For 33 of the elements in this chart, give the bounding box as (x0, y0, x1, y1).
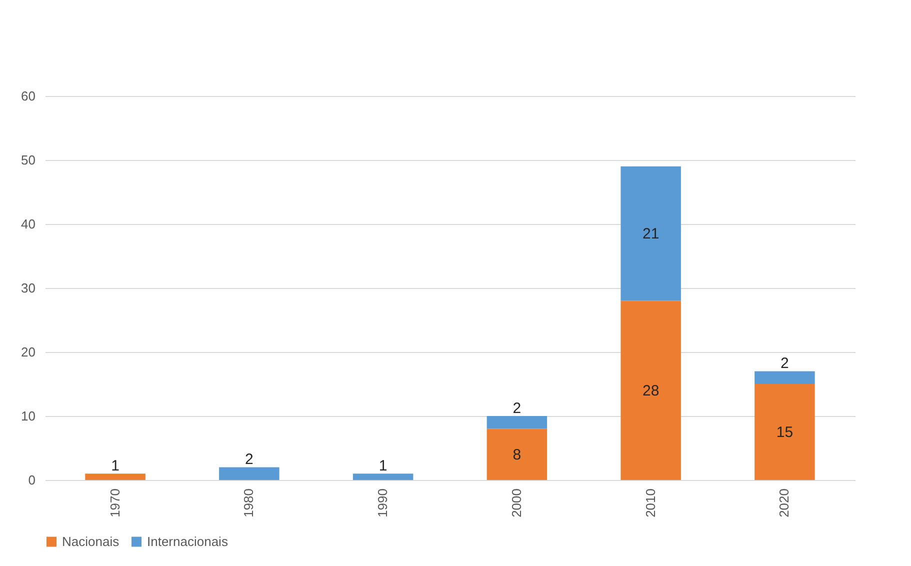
x-tick-label: 1970 (107, 488, 122, 518)
y-tick-label: 0 (28, 472, 36, 488)
bar (754, 384, 815, 480)
data-label: 21 (642, 226, 660, 243)
x-tick-label: 1980 (241, 488, 256, 518)
bar (620, 166, 681, 301)
bar (352, 474, 414, 480)
data-label: 2 (512, 400, 522, 417)
bar (486, 428, 548, 480)
y-tick-label: 20 (21, 344, 36, 360)
x-tick-label: 2000 (508, 488, 524, 518)
legend-label: Nacionais (62, 534, 120, 549)
x-tick-label: 2020 (776, 488, 792, 518)
bar (754, 371, 815, 384)
y-tick-label: 30 (21, 280, 36, 296)
y-tick-label: 60 (21, 88, 36, 104)
x-tick-label: 2010 (642, 488, 658, 518)
bar (486, 416, 548, 429)
bar (219, 467, 280, 480)
data-label: 1 (111, 458, 120, 475)
x-tick-label: 1990 (375, 488, 390, 518)
legend-label: Internacionais (147, 534, 228, 549)
data-label: 15 (776, 424, 794, 441)
y-tick-label: 40 (21, 216, 36, 232)
data-label: 2 (780, 355, 789, 372)
y-tick-label: 50 (21, 152, 36, 168)
data-label: 28 (642, 382, 660, 400)
data-label: 1 (378, 458, 388, 475)
data-label: 2 (245, 451, 254, 468)
bar (620, 300, 681, 480)
data-label: 8 (512, 446, 522, 464)
y-tick-label: 10 (21, 408, 36, 424)
bar (85, 474, 146, 480)
